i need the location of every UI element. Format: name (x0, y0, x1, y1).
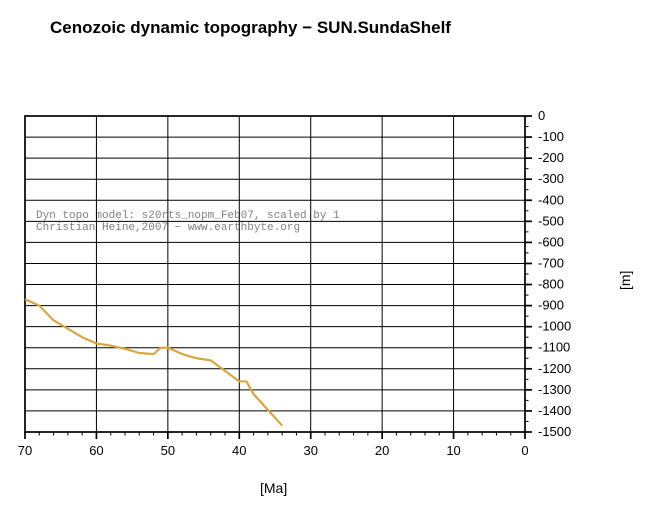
x-tick-label: 50 (161, 443, 175, 458)
x-tick-label: 0 (521, 443, 528, 458)
y-tick-label: -300 (538, 171, 564, 186)
series-dynamic-topography (25, 299, 282, 425)
x-axis-label: [Ma] (260, 480, 287, 496)
y-tick-label: 0 (538, 108, 545, 123)
y-tick-label: -1200 (538, 361, 571, 376)
chart-plot: 70 60 50 40 30 20 10 0 0 -100 -200 -300 -400 -500 -600… (0, 0, 645, 515)
page: Cenozoic dynamic topography − SUN.SundaS… (0, 0, 645, 515)
y-tick-label: -1000 (538, 319, 571, 334)
x-tick-label: 40 (232, 443, 246, 458)
y-tick-label: -500 (538, 213, 564, 228)
y-tick-label: -700 (538, 255, 564, 270)
y-tick-label: -600 (538, 234, 564, 249)
y-tick-label: -200 (538, 150, 564, 165)
x-tick-label: 70 (18, 443, 32, 458)
y-tick-label: -1300 (538, 382, 571, 397)
y-tick-label: -800 (538, 277, 564, 292)
x-tick-label: 10 (446, 443, 460, 458)
x-tick-label: 60 (89, 443, 103, 458)
x-tick-label: 30 (303, 443, 317, 458)
y-tick-label: -100 (538, 129, 564, 144)
y-tick-label: -1500 (538, 424, 571, 439)
y-tick-label: -1100 (538, 340, 570, 355)
y-tick-label: -400 (538, 192, 564, 207)
x-tick-label: 20 (375, 443, 389, 458)
y-tick-label: -1400 (538, 403, 571, 418)
y-tick-label: -900 (538, 298, 564, 313)
y-axis-label: [m] (617, 271, 633, 290)
